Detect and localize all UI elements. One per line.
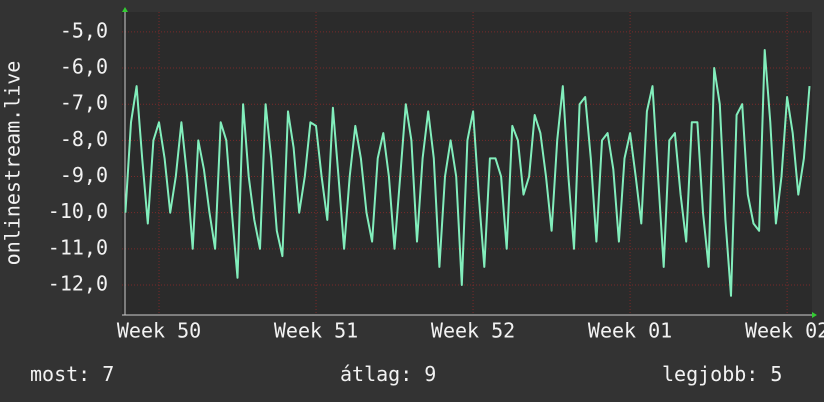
y-axis-label: onlinestream.live <box>1 61 25 266</box>
data-line <box>124 49 811 297</box>
arrow <box>122 7 128 12</box>
x-tick-label: Week 50 <box>117 319 201 343</box>
x-tick-label: Week 51 <box>274 319 358 343</box>
y-tick-label: -6,0 <box>60 55 108 79</box>
stat-value: 7 <box>102 362 114 386</box>
y-tick-label: -10,0 <box>48 199 108 223</box>
y-tick-label: -5,0 <box>60 18 108 42</box>
stat-value: 5 <box>770 362 782 386</box>
stat: most: 7 <box>30 362 114 386</box>
stat-value: 9 <box>424 362 436 386</box>
stat-label: átlag: <box>340 362 412 386</box>
arrow <box>812 312 817 318</box>
stat-label: most: <box>30 362 90 386</box>
x-tick-label: Week 02 <box>745 319 824 343</box>
stat: legjobb: 5 <box>662 362 782 386</box>
stat: átlag: 9 <box>340 362 436 386</box>
y-tick-label: -11,0 <box>48 235 108 259</box>
y-tick-label: -8,0 <box>60 127 108 151</box>
y-tick-label: -9,0 <box>60 163 108 187</box>
x-tick-label: Week 01 <box>588 319 672 343</box>
x-tick-label: Week 52 <box>431 319 515 343</box>
y-tick-label: -7,0 <box>60 91 108 115</box>
stat-label: legjobb: <box>662 362 758 386</box>
y-tick-label: -12,0 <box>48 271 108 295</box>
